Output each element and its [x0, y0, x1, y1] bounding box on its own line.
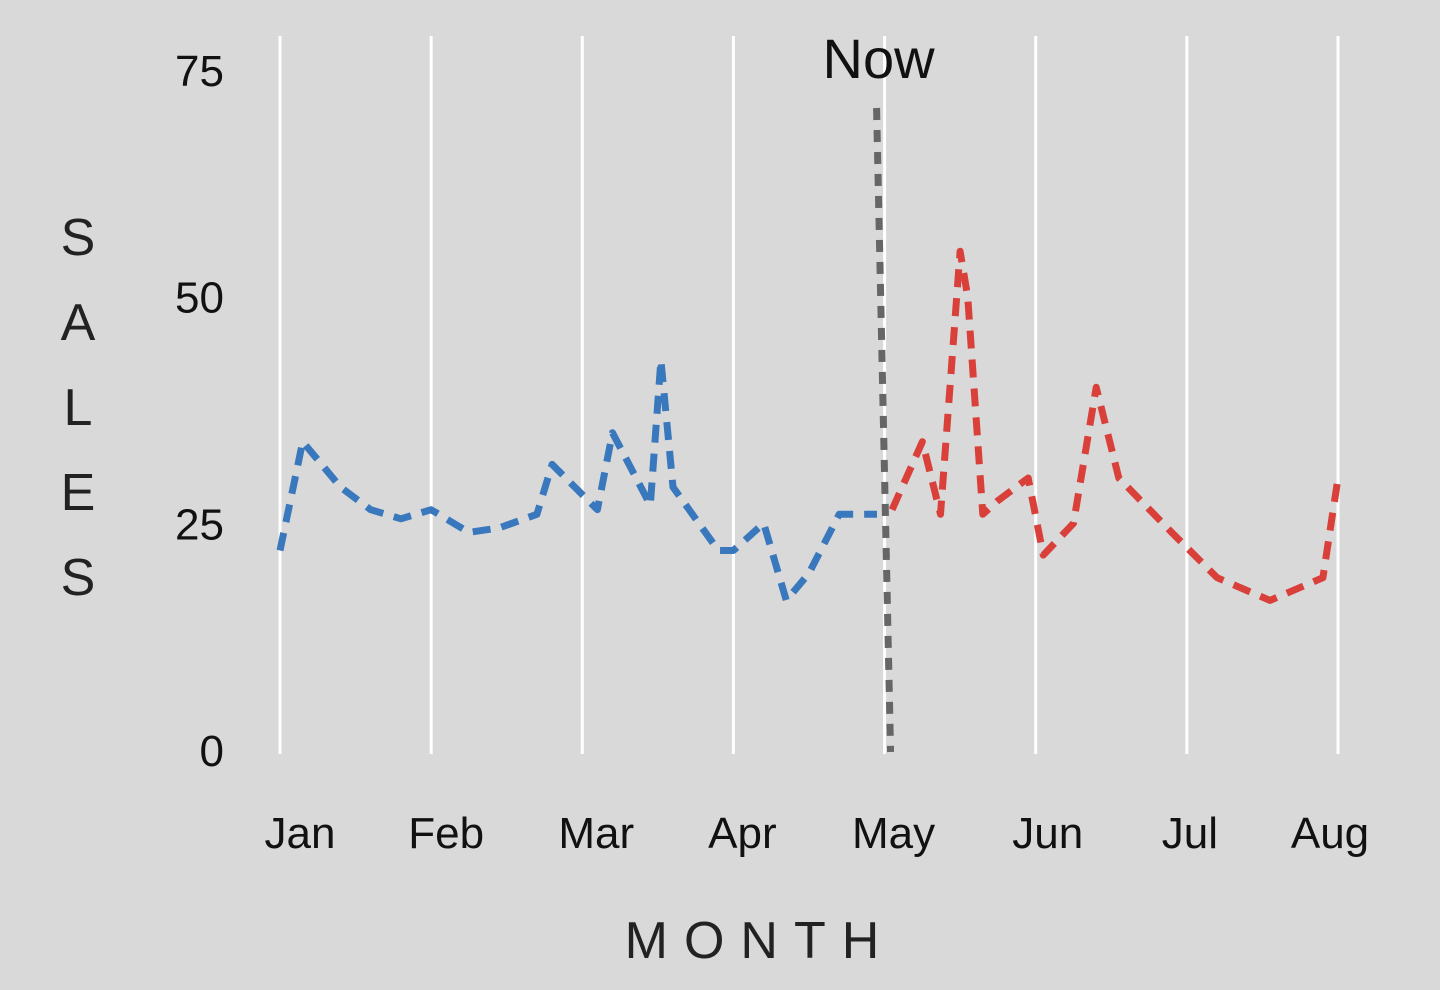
x-tick-label-aug: Aug [1291, 809, 1369, 858]
y-tick-label-25: 25 [175, 500, 224, 549]
y-tick-label-75: 75 [175, 47, 224, 96]
x-tick-label-feb: Feb [408, 809, 484, 858]
x-tick-label-jul: Jul [1162, 809, 1218, 858]
x-tick-label-apr: Apr [708, 809, 776, 858]
x-tick-label-may: May [852, 809, 935, 858]
y-axis-title-letter: L [64, 379, 93, 437]
now-marker: Now [823, 27, 936, 753]
now-label: Now [823, 27, 936, 90]
y-axis-title-letter: E [61, 464, 96, 522]
series-lines [276, 247, 1342, 604]
y-axis-ticks: 0 25 50 75 [175, 47, 224, 776]
y-axis-title-letter: S [61, 549, 96, 607]
now-line [873, 107, 895, 753]
x-axis-ticks: Jan Feb Mar Apr May Jun Jul Aug [265, 809, 1370, 858]
x-tick-label-jun: Jun [1012, 809, 1083, 858]
y-axis-title-letter: A [61, 294, 96, 352]
y-tick-label-0: 0 [200, 727, 224, 776]
x-tick-label-mar: Mar [558, 809, 634, 858]
series-line-1 [276, 356, 877, 604]
x-tick-label-jan: Jan [265, 809, 336, 858]
y-tick-label-50: 50 [175, 274, 224, 323]
y-axis-title-letter: S [61, 209, 96, 267]
vertical-grid [278, 36, 1340, 754]
x-axis-title: MONTH [625, 912, 896, 970]
